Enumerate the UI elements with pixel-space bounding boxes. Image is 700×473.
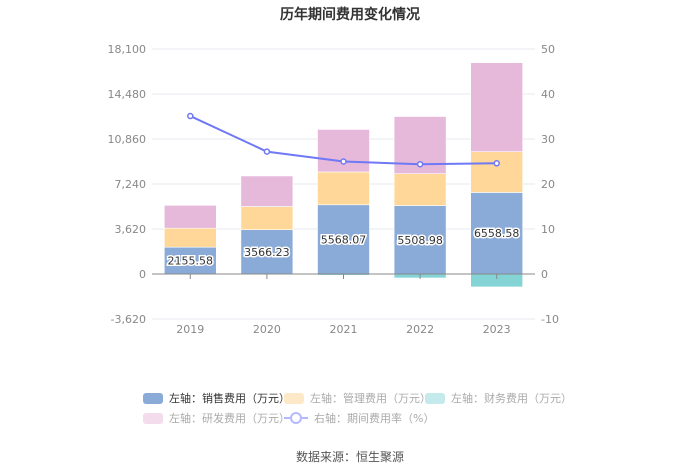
bar-segment <box>164 205 217 229</box>
x-tick-label: 2021 <box>330 323 358 336</box>
x-tick-label: 2022 <box>406 323 434 336</box>
legend-label: 左轴：管理费用（万元） <box>310 392 431 405</box>
x-tick-label: 2019 <box>176 323 204 336</box>
left-tick-label: 10,860 <box>108 133 147 146</box>
legend-label: 左轴：销售费用（万元） <box>169 392 290 405</box>
legend-item-rate[interactable]: 右轴：期间费用率（%） <box>284 410 434 426</box>
bar-segment <box>240 229 294 275</box>
bar-segment <box>317 129 370 173</box>
left-tick-label: 3,620 <box>115 223 147 236</box>
bar-data-label: 6558.58 <box>474 227 520 240</box>
right-tick-label: 30 <box>541 133 555 146</box>
bar-segment <box>164 246 217 275</box>
legend-item-sales[interactable]: 左轴：销售费用（万元） <box>143 390 290 406</box>
data-source: 数据来源：恒生聚源 <box>295 450 404 464</box>
bar-segment <box>164 227 217 248</box>
legend-item-rnd[interactable]: 左轴：研发费用（万元） <box>143 410 290 426</box>
bar-segment <box>240 206 294 230</box>
rate-point <box>263 148 271 155</box>
bar-segment <box>240 175 294 207</box>
legend-swatch <box>284 392 304 404</box>
left-tick-label: 18,100 <box>108 43 147 56</box>
legend-swatch <box>425 392 445 404</box>
rate-point <box>416 160 424 168</box>
bar-segment <box>317 204 370 275</box>
rate-point <box>187 112 194 120</box>
bar-segment <box>317 171 370 206</box>
legend-swatch <box>143 412 163 424</box>
right-tick-label: 40 <box>541 88 555 101</box>
left-tick-label: 14,480 <box>108 88 147 101</box>
chart-plot: -3,620 0 3,620 7,240 10,860 14,480 18,100 -10 0 1… <box>108 43 559 336</box>
x-tick-label: 2023 <box>483 323 511 336</box>
left-tick-label: 7,240 <box>115 178 147 191</box>
bar-segment <box>393 173 447 206</box>
rate-point <box>340 158 347 165</box>
bar-data-label: 2155.58 <box>168 255 214 268</box>
bar-segment <box>470 62 524 152</box>
legend-item-finance[interactable]: 左轴：财务费用（万元） <box>425 390 572 406</box>
bar-segment <box>393 205 447 275</box>
legend-label: 左轴：研发费用（万元） <box>169 412 290 425</box>
bar-segment <box>470 151 524 193</box>
rate-point <box>493 160 500 167</box>
bar-segment <box>470 192 524 275</box>
right-tick-label: -10 <box>541 313 559 326</box>
chart-title: 历年期间费用变化情况 <box>280 7 420 23</box>
right-tick-label: 0 <box>541 268 548 281</box>
bar-data-label: 3566.23 <box>244 246 290 259</box>
legend-label: 右轴：期间费用率（%） <box>314 412 435 425</box>
bar-data-label: 5568.07 <box>321 233 367 246</box>
bar-data-label: 5508.98 <box>397 234 443 247</box>
right-tick-label: 10 <box>541 223 555 236</box>
left-tick-label: 0 <box>139 268 146 281</box>
line-marker-icon <box>284 412 308 424</box>
right-tick-label: 50 <box>541 43 555 56</box>
legend-swatch <box>143 392 163 404</box>
right-tick-label: 20 <box>541 178 555 191</box>
legend-label: 左轴：财务费用（万元） <box>451 392 572 405</box>
x-tick-label: 2020 <box>253 323 281 336</box>
legend-item-admin[interactable]: 左轴：管理费用（万元） <box>284 390 431 406</box>
left-tick-label: -3,620 <box>111 313 146 326</box>
